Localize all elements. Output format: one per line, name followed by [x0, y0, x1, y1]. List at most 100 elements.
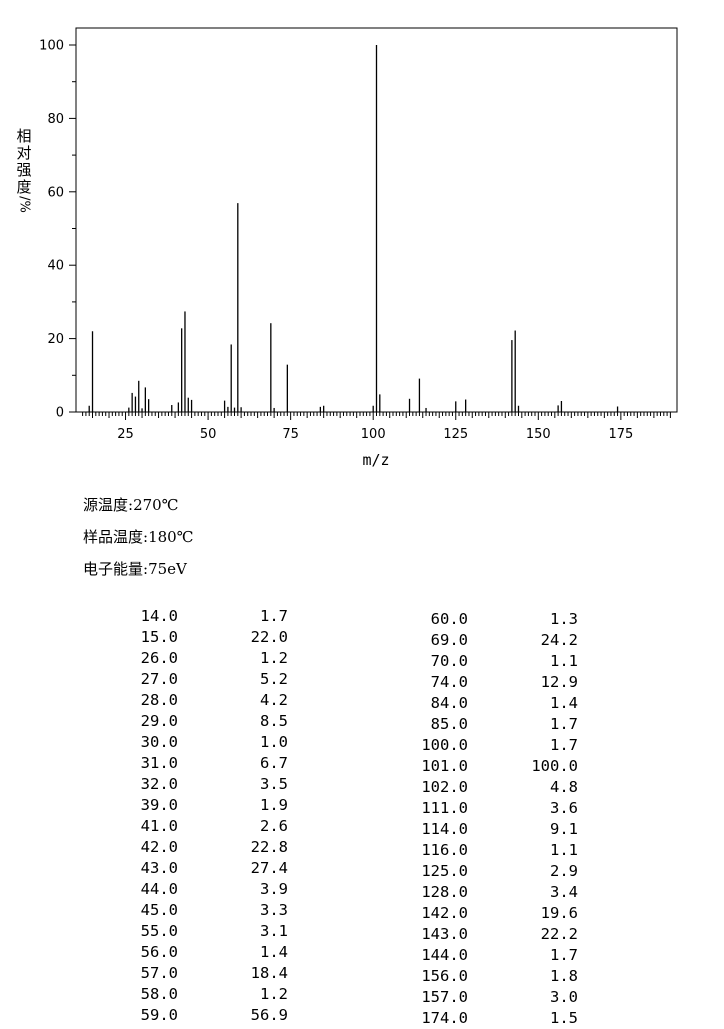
- peak-mz: 100.0: [421, 736, 468, 754]
- y-tick-label: 20: [47, 332, 64, 347]
- peak-intensity: 6.7: [260, 754, 288, 772]
- peak-intensity: 3.4: [550, 883, 578, 901]
- peak-table-row: 59.0 56.9: [100, 1005, 300, 1026]
- x-axis-label: m/z: [362, 451, 389, 469]
- peak-table-row: 28.0 4.2: [100, 690, 300, 711]
- peak-table-row: 30.0 1.0: [100, 732, 300, 753]
- x-axis: 25 50 75 100 125 150 175: [82, 412, 671, 442]
- y-axis: 0 20 40 60 80 100: [39, 39, 76, 421]
- peak-mz: 59.0: [140, 1006, 178, 1024]
- peak-table-row: 14.0 1.7: [100, 606, 300, 627]
- condition-label: 源温度:: [83, 496, 134, 514]
- peak-intensity: 27.4: [250, 859, 288, 877]
- peak-table-row: 156.0 1.8: [390, 966, 590, 987]
- peak-table-row: 57.0 18.4: [100, 963, 300, 984]
- peak-intensity: 1.8: [550, 967, 578, 985]
- peak-table-row: 41.0 2.6: [100, 816, 300, 837]
- peak-table-row: 60.0 1.3: [390, 609, 590, 630]
- peak-mz: 55.0: [140, 922, 178, 940]
- peak-intensity: 1.7: [260, 607, 288, 625]
- y-tick-label: 80: [47, 112, 64, 127]
- peak-mz: 143.0: [421, 925, 468, 943]
- peak-mz: 111.0: [421, 799, 468, 817]
- peak-intensity: 18.4: [250, 964, 288, 982]
- peak-mz: 125.0: [421, 862, 468, 880]
- peak-intensity: 19.6: [540, 904, 578, 922]
- peak-intensity: 56.9: [250, 1006, 288, 1024]
- peak-mz: 128.0: [421, 883, 468, 901]
- peak-table-row: 42.0 22.8: [100, 837, 300, 858]
- peak-intensity: 4.8: [550, 778, 578, 796]
- peak-table-row: 100.0 1.7: [390, 735, 590, 756]
- y-tick-label: 40: [47, 259, 64, 274]
- condition-label: 样品温度:: [83, 528, 149, 546]
- peak-mz: 41.0: [140, 817, 178, 835]
- x-tick-label: 50: [200, 427, 217, 442]
- peak-table-row: 31.0 6.7: [100, 753, 300, 774]
- peak-table-row: 27.0 5.2: [100, 669, 300, 690]
- peak-mz: 116.0: [421, 841, 468, 859]
- peak-mz: 42.0: [140, 838, 178, 856]
- peak-mz: 84.0: [430, 694, 468, 712]
- peak-bars: [88, 45, 619, 412]
- x-tick-label: 175: [608, 427, 633, 442]
- peak-intensity: 1.1: [550, 652, 578, 670]
- peak-mz: 142.0: [421, 904, 468, 922]
- mass-spectrum-chart: 0 20 40 60 80 100 25 50 75 100 125 150 175 m/z: [39, 27, 678, 469]
- peak-mz: 39.0: [140, 796, 178, 814]
- peak-mz: 27.0: [140, 670, 178, 688]
- peak-mz: 14.0: [140, 607, 178, 625]
- peak-intensity: 3.9: [260, 880, 288, 898]
- peak-intensity: 5.2: [260, 670, 288, 688]
- peak-table-row: 157.0 3.0: [390, 987, 590, 1008]
- peak-table-row: 32.0 3.5: [100, 774, 300, 795]
- peak-intensity: 1.4: [550, 694, 578, 712]
- peak-table-row: 74.0 12.9: [390, 672, 590, 693]
- peak-intensity: 3.5: [260, 775, 288, 793]
- peak-intensity: 1.3: [550, 610, 578, 628]
- peak-table-row: 45.0 3.3: [100, 900, 300, 921]
- peak-mz: 60.0: [430, 610, 468, 628]
- peak-intensity: 24.2: [540, 631, 578, 649]
- peak-intensity: 3.0: [550, 988, 578, 1006]
- y-label-char: 度: [16, 178, 32, 196]
- peak-table-row: 39.0 1.9: [100, 795, 300, 816]
- x-tick-label: 125: [443, 427, 468, 442]
- peak-table-row: 102.0 4.8: [390, 777, 590, 798]
- peak-table-row: 29.0 8.5: [100, 711, 300, 732]
- x-tick-label: 75: [282, 427, 299, 442]
- peak-intensity: 1.1: [550, 841, 578, 859]
- peak-intensity: 2.9: [550, 862, 578, 880]
- peak-table-row: 15.0 22.0: [100, 627, 300, 648]
- y-tick-label: 100: [39, 39, 64, 54]
- peak-intensity: 1.9: [260, 796, 288, 814]
- peak-mz: 45.0: [140, 901, 178, 919]
- peak-intensity: 1.2: [260, 649, 288, 667]
- peak-mz: 29.0: [140, 712, 178, 730]
- peak-intensity: 22.8: [250, 838, 288, 856]
- peak-table-row: 101.0 100.0: [390, 756, 590, 777]
- peak-intensity: 3.3: [260, 901, 288, 919]
- peak-intensity: 22.0: [250, 628, 288, 646]
- condition-label: 电子能量:: [83, 560, 149, 578]
- peak-mz: 26.0: [140, 649, 178, 667]
- peak-intensity: 8.5: [260, 712, 288, 730]
- peak-intensity: 2.6: [260, 817, 288, 835]
- peak-intensity: 1.5: [550, 1009, 578, 1027]
- peak-mz: 43.0: [140, 859, 178, 877]
- peak-table-row: 55.0 3.1: [100, 921, 300, 942]
- peak-mz: 44.0: [140, 880, 178, 898]
- peak-table-row: 43.0 27.4: [100, 858, 300, 879]
- peak-mz: 102.0: [421, 778, 468, 796]
- y-label-char: 相: [16, 127, 32, 145]
- peak-intensity: 100.0: [531, 757, 578, 775]
- peak-mz: 70.0: [430, 652, 468, 670]
- y-tick-label: 60: [47, 185, 64, 200]
- peak-intensity: 9.1: [550, 820, 578, 838]
- peak-table-row: 143.0 22.2: [390, 924, 590, 945]
- peak-table-row: 128.0 3.4: [390, 882, 590, 903]
- peak-mz: 28.0: [140, 691, 178, 709]
- peak-table-left: 14.0 1.7 15.0 22.0 26.0 1.2 27.0 5.2 28.0 4.2 29.0…: [100, 606, 300, 1026]
- peak-mz: 157.0: [421, 988, 468, 1006]
- sample-temperature: 样品温度:180℃: [83, 526, 193, 547]
